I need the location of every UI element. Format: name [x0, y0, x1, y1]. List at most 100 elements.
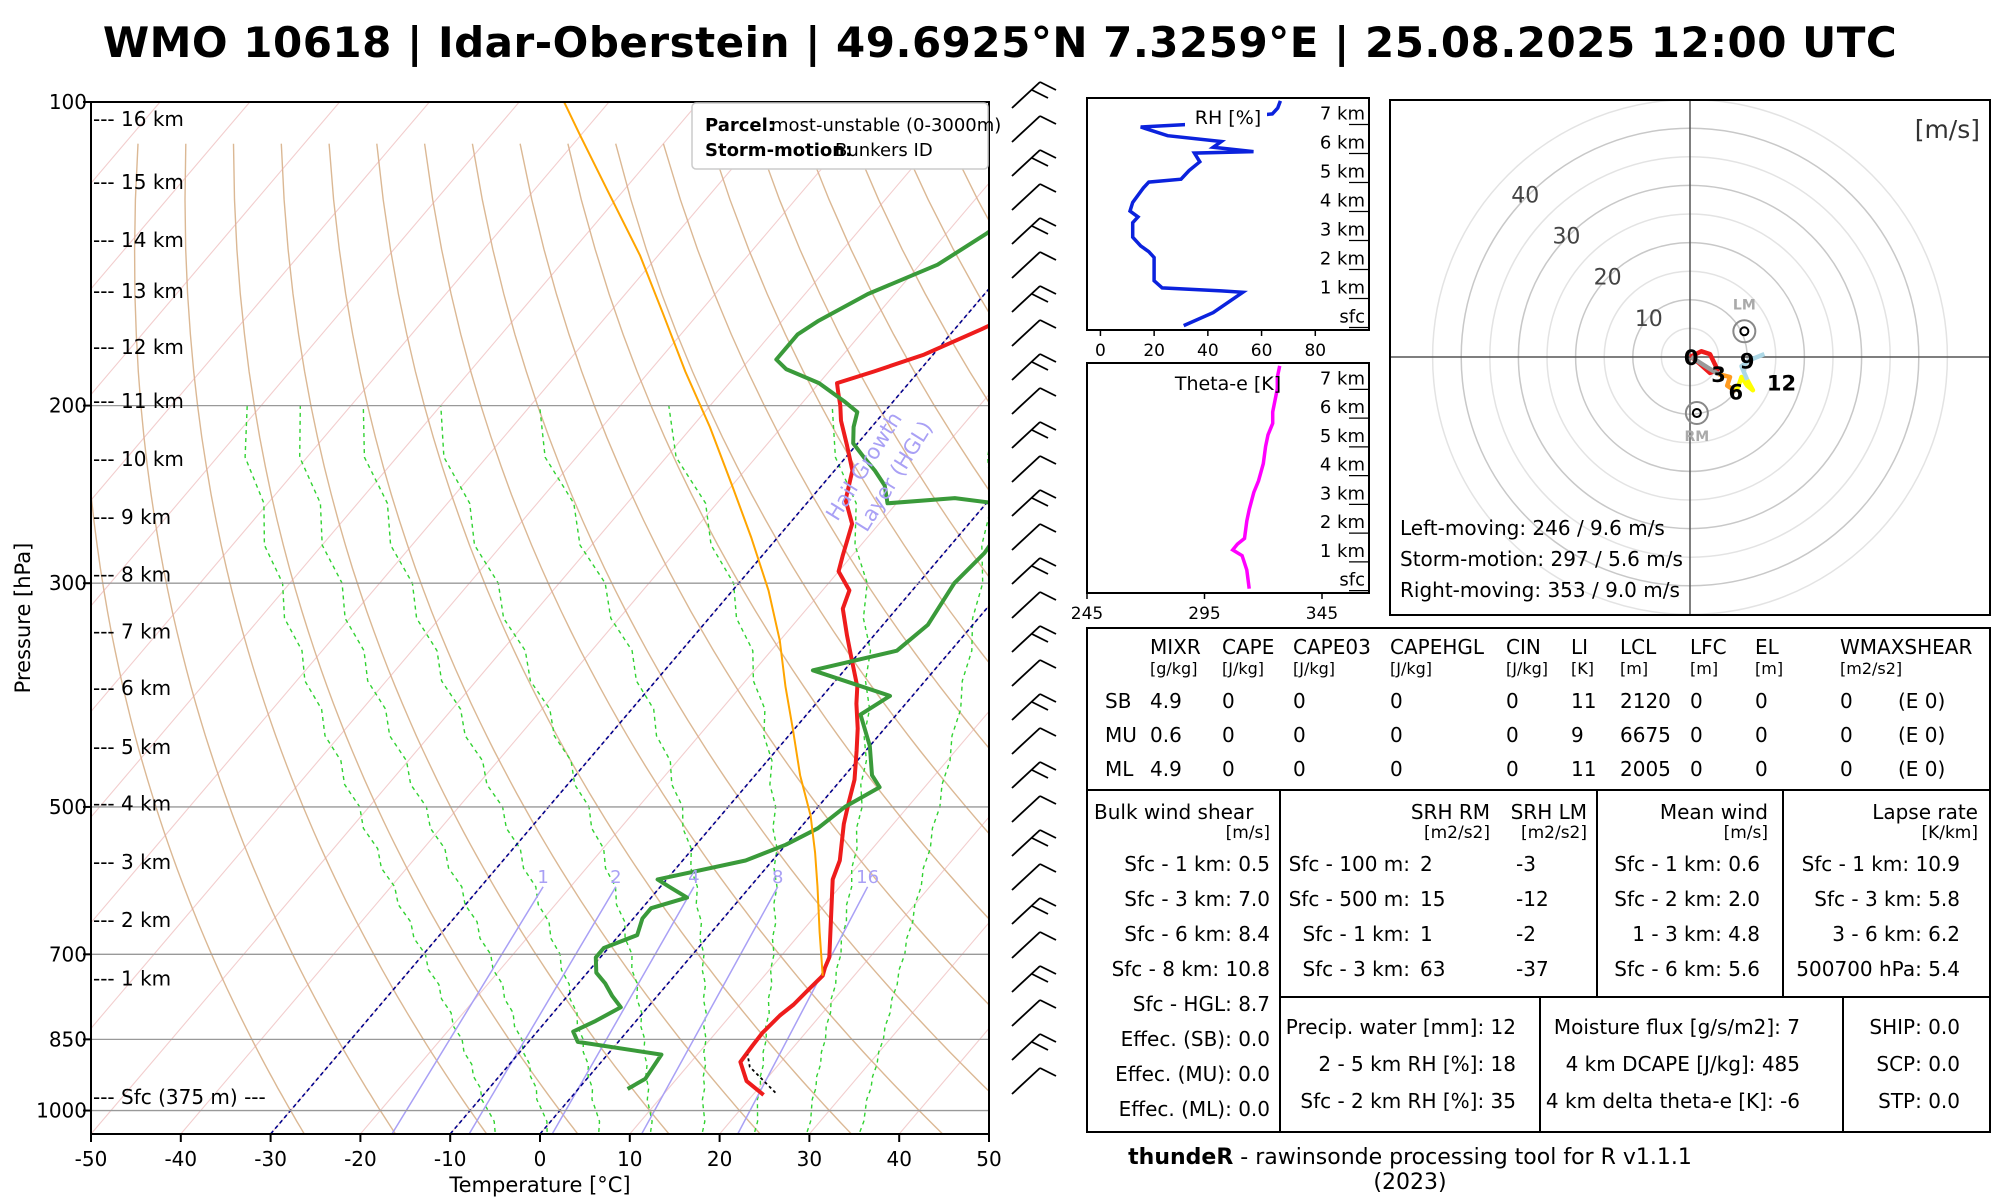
shear-unit: [m/s]: [1226, 823, 1270, 843]
index-value: 0: [1390, 723, 1403, 747]
barb-flag: [1039, 795, 1057, 805]
hodo-level-marker: 12: [1767, 372, 1796, 396]
barb-staff: [1011, 557, 1041, 585]
lapse-row: Sfc - 3 km: 5.8: [1814, 887, 1960, 911]
index-value: 0: [1840, 723, 1853, 747]
wind-barb: [1011, 285, 1057, 313]
rh-km-label: 4 km: [1320, 191, 1365, 212]
legend-parcel-value: most-unstable (0-3000m): [771, 115, 1001, 136]
height-label: --- Sfc (375 m) ---: [93, 1085, 266, 1109]
dry-adiabat: [328, 143, 761, 1134]
flux-rows: Moisture flux [g/s/m2]: 7 4 km DCAPE [J/k…: [1546, 1015, 1800, 1113]
x-tick-label: 50: [976, 1147, 1001, 1171]
index-value: 0: [1390, 757, 1403, 781]
footer-rest: - rawinsonde processing tool for R v1.1.…: [1233, 1145, 1692, 1195]
srh-lm-unit: [m2/s2]: [1521, 823, 1587, 843]
barb-flag: [1039, 591, 1057, 601]
index-value: 0: [1690, 723, 1703, 747]
barb-flag: [1031, 361, 1049, 371]
barb-flag: [1031, 905, 1049, 915]
skewt-profiles: [563, 102, 989, 1097]
barb-staff: [1011, 81, 1041, 109]
barb-flag: [1039, 625, 1057, 635]
barb-staff: [1011, 1033, 1041, 1061]
srh-rm-unit: [m2/s2]: [1424, 823, 1490, 843]
composite-row: SCP: 0.0: [1876, 1052, 1960, 1076]
index-value: 0: [1840, 689, 1853, 713]
theta-e-tick-label: 245: [1071, 604, 1103, 624]
skewt-background-lines: [91, 102, 989, 1134]
isotherm: [359, 393, 989, 1134]
x-tick-label: -30: [254, 1147, 287, 1171]
barb-flag: [1039, 217, 1057, 227]
wind-barb: [1011, 761, 1057, 789]
index-value: 9: [1571, 723, 1584, 747]
srh-row-label: Sfc - 500 m:: [1289, 887, 1410, 911]
wind-barb: [1011, 591, 1057, 619]
barb-flag: [1039, 659, 1057, 669]
index-header: CAPE: [1222, 635, 1274, 659]
barb-staff: [1011, 149, 1041, 177]
moist-adiabat: [538, 405, 707, 1133]
barb-staff: [1011, 829, 1041, 857]
barb-staff: [1011, 353, 1041, 381]
barb-flag: [1031, 429, 1049, 439]
barb-flag: [1039, 319, 1057, 329]
theta-e-km-label: 3 km: [1320, 483, 1365, 504]
barb-flag: [1031, 633, 1049, 643]
dry-adiabat: [519, 143, 989, 1006]
hodo-ring-label: 30: [1552, 224, 1580, 249]
index-unit: [m]: [1690, 659, 1718, 678]
dry-adiabat: [91, 487, 305, 1134]
barb-staff: [1011, 761, 1041, 789]
height-label: --- 12 km: [93, 335, 184, 359]
theta-e-tick-label: 345: [1306, 604, 1338, 624]
shear-row: Sfc - HGL: 8.7: [1133, 992, 1270, 1016]
isotherm: [91, 102, 610, 713]
barb-flag: [1039, 1033, 1057, 1043]
hodo-segment: [1733, 374, 1756, 393]
x-tick-label: -40: [164, 1147, 197, 1171]
hodo-level-marker: 9: [1740, 349, 1755, 373]
moisture-row: Sfc - 2 km RH [%]: 35: [1300, 1089, 1516, 1113]
barb-flag: [1039, 1067, 1057, 1077]
theta-e-xticks: 245 295 345: [1071, 593, 1338, 624]
height-label: --- 1 km: [93, 967, 171, 991]
y-tick-label: 850: [49, 1027, 87, 1051]
meanwind-row: Sfc - 2 km: 2.0: [1614, 887, 1760, 911]
y-tick-label: 300: [49, 571, 87, 595]
index-row-label: MU: [1105, 723, 1137, 747]
theta-e-km-label: 2 km: [1320, 512, 1365, 533]
rh-km-label: 1 km: [1320, 278, 1365, 299]
hodo-level-marker: 3: [1711, 363, 1726, 387]
wind-barb: [1011, 319, 1057, 347]
meanwind-row: 1 - 3 km: 4.8: [1632, 922, 1760, 946]
marker-label: LM: [1733, 297, 1756, 313]
lapse-title: Lapse rate: [1872, 800, 1978, 824]
isotherm: [91, 102, 520, 607]
index-header: CAPEHGL: [1390, 635, 1485, 659]
barb-staff: [1011, 1067, 1041, 1095]
barb-staff: [1011, 421, 1041, 449]
y-tick-label: 1000: [36, 1099, 87, 1123]
index-value: 0: [1755, 689, 1768, 713]
wind-barb: [1011, 489, 1057, 517]
dry-adiabat: [232, 143, 579, 1134]
barb-staff: [1011, 863, 1041, 891]
index-value: 0: [1293, 723, 1306, 747]
srh-rm-value: 1: [1420, 922, 1433, 946]
composite-rows: SHIP: 0.0 SCP: 0.0 STP: 0.0: [1869, 1015, 1960, 1113]
shear-row: Sfc - 8 km: 10.8: [1112, 957, 1270, 981]
index-value: (E 0): [1898, 723, 1945, 747]
srh-row-label: Sfc - 100 m:: [1289, 852, 1410, 876]
index-header: EL: [1755, 635, 1780, 659]
temperature-line: [738, 323, 989, 1097]
marker-label: RM: [1685, 429, 1710, 445]
meanwind-title: Mean wind: [1660, 800, 1768, 824]
meanwind-rows: Sfc - 1 km: 0.6 Sfc - 2 km: 2.0 1 - 3 km: …: [1614, 852, 1760, 981]
mixing-ratio-line: [551, 886, 695, 1134]
barb-flag: [1039, 149, 1057, 159]
dry-adiabat: [662, 143, 989, 750]
barb-staff: [1011, 795, 1041, 823]
skewt-ylabel: Pressure [hPa]: [11, 543, 35, 694]
